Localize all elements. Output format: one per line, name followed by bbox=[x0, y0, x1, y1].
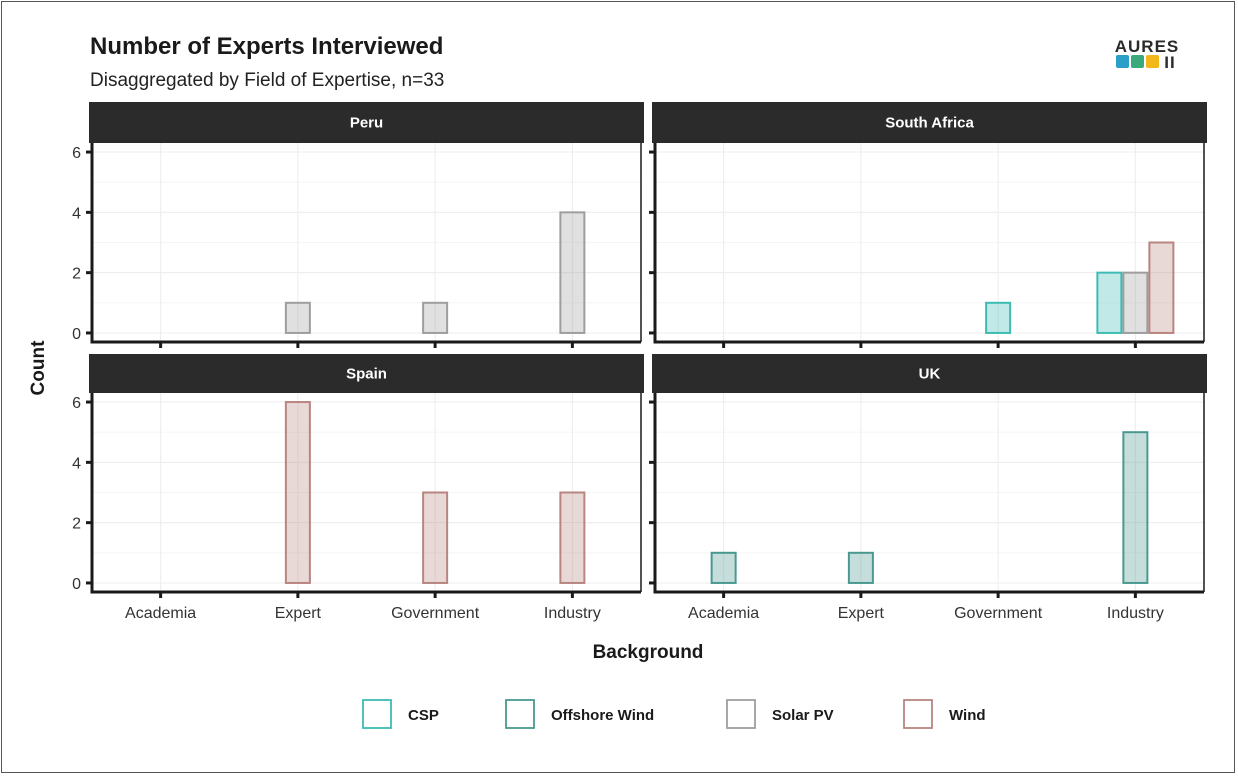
wind-turbine-icon bbox=[1116, 55, 1129, 68]
legend-swatch bbox=[726, 699, 756, 729]
facet-strip bbox=[89, 354, 644, 393]
bar bbox=[1122, 431, 1149, 584]
gridlines bbox=[92, 393, 641, 592]
facet-panels: Peru 0 2 4 6 South Africa Spain 0 2 4 6 Academia Exp… bbox=[72, 102, 1207, 622]
legend-label: Offshore Wind bbox=[551, 707, 654, 724]
bar bbox=[422, 301, 449, 334]
bar bbox=[710, 551, 737, 584]
chart-title: Number of Experts Interviewed bbox=[90, 33, 443, 60]
legend-item: Solar PV bbox=[726, 699, 834, 729]
y-tick-label: 6 bbox=[72, 395, 81, 412]
bar bbox=[985, 301, 1012, 334]
legend-label: Solar PV bbox=[772, 707, 834, 724]
x-tick-label: Government bbox=[954, 605, 1043, 622]
facet-label: Spain bbox=[346, 366, 387, 383]
y-tick-label: 0 bbox=[72, 326, 81, 343]
y-tick-label: 4 bbox=[72, 205, 81, 222]
facet-panel: UK Academia Expert Government Industry bbox=[649, 354, 1207, 622]
y-tick-label: 2 bbox=[72, 516, 81, 533]
bar bbox=[284, 301, 311, 334]
legend-item: CSP bbox=[362, 699, 439, 729]
bar bbox=[1148, 241, 1175, 334]
bar bbox=[284, 401, 311, 584]
facet-strip bbox=[652, 354, 1207, 393]
facet-panel: Peru 0 2 4 6 bbox=[72, 102, 644, 348]
legend-swatch bbox=[505, 699, 535, 729]
sun-icon bbox=[1146, 55, 1159, 68]
facet-strip bbox=[652, 102, 1207, 143]
y-tick-label: 4 bbox=[72, 455, 81, 472]
bar bbox=[559, 211, 586, 334]
legend-item: Wind bbox=[903, 699, 986, 729]
solar-panel-icon bbox=[1131, 55, 1144, 68]
x-tick-label: Expert bbox=[838, 605, 885, 622]
facet-strip bbox=[89, 102, 644, 143]
facet-panel: South Africa bbox=[649, 102, 1207, 348]
x-tick-label: Government bbox=[391, 605, 480, 622]
y-axis-title: Count bbox=[28, 340, 49, 396]
logo-roman-numeral: II bbox=[1164, 53, 1175, 72]
bar bbox=[1122, 271, 1149, 334]
gridlines bbox=[92, 143, 641, 342]
legend-swatch bbox=[362, 699, 392, 729]
x-tick-label: Industry bbox=[1107, 605, 1164, 622]
aures-logo: AURES II bbox=[1115, 37, 1180, 72]
logo-wordmark: AURES bbox=[1115, 37, 1180, 56]
bar bbox=[1096, 271, 1123, 334]
y-tick-label: 0 bbox=[72, 576, 81, 593]
facet-panel: Spain 0 2 4 6 Academia Expert Government Industr… bbox=[72, 354, 644, 622]
x-tick-label: Academia bbox=[688, 605, 759, 622]
facet-label: Peru bbox=[350, 115, 383, 132]
bar bbox=[422, 491, 449, 584]
x-axis-title: Background bbox=[593, 642, 704, 663]
legend-label: Wind bbox=[949, 707, 986, 724]
x-tick-label: Industry bbox=[544, 605, 601, 622]
y-tick-label: 2 bbox=[72, 266, 81, 283]
gridlines bbox=[655, 393, 1204, 592]
x-tick-label: Academia bbox=[125, 605, 196, 622]
bar bbox=[559, 491, 586, 584]
y-tick-label: 6 bbox=[72, 145, 81, 162]
facet-label: UK bbox=[919, 366, 941, 383]
legend-label: CSP bbox=[408, 707, 439, 724]
legend-item: Offshore Wind bbox=[505, 699, 654, 729]
bar bbox=[847, 551, 874, 584]
facet-label: South Africa bbox=[885, 115, 974, 132]
legend: CSP Offshore Wind Solar PV Wind bbox=[362, 699, 986, 729]
legend-swatch bbox=[903, 699, 933, 729]
x-tick-label: Expert bbox=[275, 605, 322, 622]
chart-subtitle: Disaggregated by Field of Expertise, n=3… bbox=[90, 70, 444, 91]
